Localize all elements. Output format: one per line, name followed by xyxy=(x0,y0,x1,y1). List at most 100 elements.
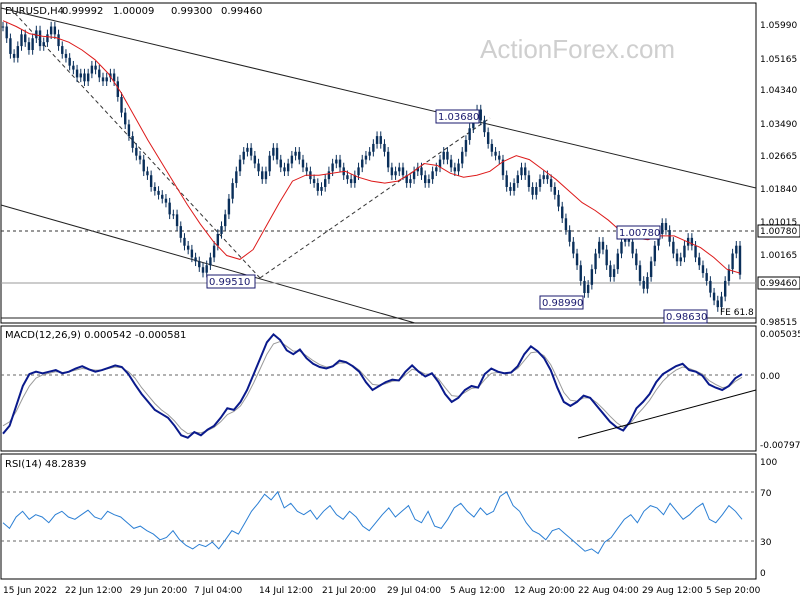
price-panel-frame xyxy=(0,2,757,324)
macd-panel-title: MACD(12,26,9) 0.000542 -0.000581 xyxy=(5,330,186,341)
price-candle xyxy=(331,163,334,172)
price-candle xyxy=(12,53,16,58)
price-candle xyxy=(557,194,560,207)
price-candle xyxy=(9,38,12,54)
price-candle xyxy=(512,183,516,191)
price-candle xyxy=(105,77,108,82)
price-candle xyxy=(101,77,105,82)
price-candle xyxy=(368,151,371,156)
channel-top-line xyxy=(0,7,757,189)
price-y-tick: 1.01015 xyxy=(760,218,797,228)
price-candle xyxy=(231,183,234,199)
price-candle xyxy=(38,30,42,47)
price-candle xyxy=(186,245,190,250)
price-candle xyxy=(675,253,679,262)
level-tag-label: 1.00780 xyxy=(760,227,797,237)
price-candle xyxy=(727,269,731,281)
price-candle xyxy=(120,96,123,113)
ohlc-high: 1.00009 xyxy=(113,6,154,17)
watermark: ActionForex.com xyxy=(480,34,675,64)
price-candle xyxy=(735,245,738,254)
price-candle xyxy=(601,241,605,250)
macd-y-tick: 0.005035 xyxy=(760,330,800,340)
x-tick: 14 Jul 12:00 xyxy=(259,586,313,596)
price-candle xyxy=(605,249,608,266)
price-candle xyxy=(649,261,653,277)
price-y-tick: 0.98515 xyxy=(760,318,797,328)
price-candle xyxy=(598,241,601,254)
price-candle xyxy=(453,167,457,172)
price-candle xyxy=(194,257,197,262)
price-candle xyxy=(438,159,442,168)
price-candle xyxy=(398,167,401,172)
price-candle xyxy=(461,151,464,164)
price-candle xyxy=(1,26,5,28)
x-tick: 22 Jun 12:00 xyxy=(65,586,122,596)
price-candle xyxy=(168,202,171,215)
ohlc-low: 0.99300 xyxy=(171,6,212,17)
price-candle xyxy=(464,140,468,152)
price-candle xyxy=(427,179,431,184)
price-candle xyxy=(446,151,449,160)
price-candle xyxy=(616,253,619,270)
price-candle xyxy=(16,46,20,58)
price-candle xyxy=(375,136,379,144)
price-candle xyxy=(49,26,53,35)
price-candle xyxy=(131,136,134,148)
price-candle xyxy=(564,218,568,231)
price-candle xyxy=(379,136,382,144)
price-candle xyxy=(483,120,486,133)
price-candle xyxy=(346,175,349,180)
price-candle xyxy=(561,206,564,219)
price-candle xyxy=(24,34,27,43)
channel-bottom-line xyxy=(0,204,416,324)
price-candle xyxy=(701,265,705,274)
price-y-tick: 1.05165 xyxy=(760,55,797,65)
ohlc-open: 0.99992 xyxy=(62,6,103,17)
price-candle xyxy=(31,38,34,51)
price-candle xyxy=(246,147,249,152)
price-candles xyxy=(1,21,742,312)
x-tick: 12 Aug 20:00 xyxy=(514,586,575,596)
x-tick: 29 Jun 20:00 xyxy=(130,586,187,596)
price-annotations: 1.03680 1.00780 0.99510 0.98990 0.98630 … xyxy=(206,109,754,324)
price-candle xyxy=(412,171,416,180)
price-candle xyxy=(298,151,301,160)
price-candle xyxy=(546,175,549,180)
price-candle xyxy=(301,159,305,168)
price-candle xyxy=(457,163,460,172)
price-candle xyxy=(498,155,501,160)
price-candle xyxy=(705,273,708,281)
x-axis: 15 Jun 2022 22 Jun 12:00 29 Jun 20:00 7 … xyxy=(3,586,761,596)
price-candle xyxy=(357,167,360,176)
price-candle xyxy=(386,151,390,168)
annotation-label: 0.98630 xyxy=(666,312,707,323)
price-candle xyxy=(538,179,542,187)
price-candle xyxy=(594,253,597,270)
price-candle xyxy=(479,109,482,121)
price-candle xyxy=(290,155,294,164)
price-candle xyxy=(694,245,697,258)
price-candle xyxy=(83,73,86,82)
rsi-y-tick: 0 xyxy=(760,569,766,579)
price-candle xyxy=(494,151,497,156)
price-y-tick: 1.03490 xyxy=(760,120,797,130)
price-candle xyxy=(320,186,323,191)
price-candle xyxy=(190,249,194,258)
price-candle xyxy=(275,147,279,160)
price-candle xyxy=(568,230,571,242)
price-candle xyxy=(657,233,660,246)
price-candle xyxy=(46,34,49,43)
price-candle xyxy=(723,280,727,297)
price-y-axis: 1.05990 1.05165 1.04340 1.03490 1.02665 … xyxy=(760,21,797,328)
price-candle xyxy=(698,257,701,266)
price-candle xyxy=(420,167,423,176)
price-candle xyxy=(501,159,505,176)
price-candle xyxy=(35,30,38,39)
price-candle xyxy=(61,46,64,54)
price-candle xyxy=(98,69,101,78)
x-tick: 29 Aug 12:00 xyxy=(642,586,703,596)
price-candle xyxy=(220,226,223,234)
price-candle xyxy=(316,183,319,191)
